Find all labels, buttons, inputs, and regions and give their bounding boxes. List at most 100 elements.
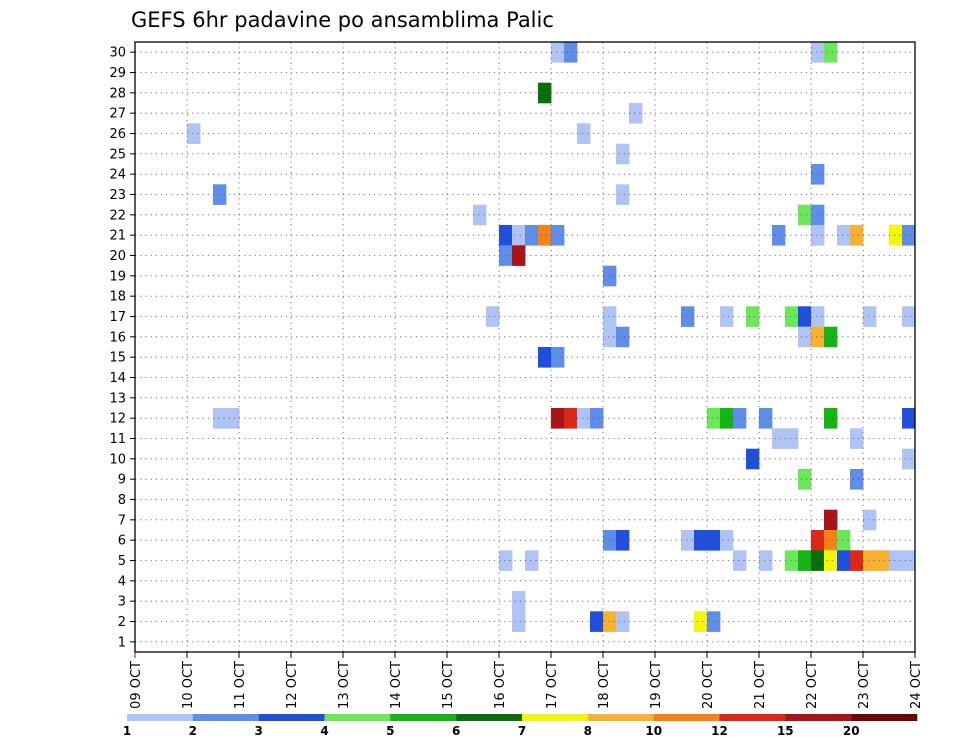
y-tick-label: 21	[109, 229, 126, 244]
precip-cell	[720, 530, 734, 551]
y-tick-label: 17	[109, 310, 126, 325]
colorbar-swatch	[192, 714, 259, 721]
precip-cell	[681, 530, 695, 551]
x-tick-label: 15 OCT	[441, 661, 456, 709]
x-tick-label: 19 OCT	[649, 661, 664, 709]
y-tick-label: 22	[109, 208, 126, 223]
x-tick-label: 17 OCT	[545, 661, 560, 709]
y-tick-label: 18	[109, 290, 126, 305]
gridlines	[135, 42, 915, 652]
precip-cell	[707, 408, 721, 429]
precip-cell	[226, 408, 240, 429]
colorbar-swatch	[127, 714, 194, 721]
precip-cell	[733, 550, 747, 571]
precip-cell	[590, 408, 604, 429]
precip-cell	[811, 530, 825, 551]
precip-cell	[603, 306, 617, 327]
precip-cell	[616, 611, 630, 632]
colorbar-swatch	[785, 714, 852, 721]
precip-cell	[811, 225, 825, 246]
precip-cell	[798, 326, 812, 348]
x-tick-label: 11 OCT	[233, 661, 248, 709]
precip-cell	[759, 408, 773, 429]
precip-cell	[824, 509, 838, 531]
precip-cell	[486, 306, 500, 327]
y-tick-label: 5	[118, 554, 126, 569]
precip-cell	[811, 306, 825, 327]
precip-cell	[850, 428, 864, 449]
precip-cell	[759, 550, 773, 571]
precip-cell	[785, 428, 799, 449]
colorbar-label: 12	[711, 724, 728, 738]
precip-cell	[616, 184, 630, 205]
precip-cell	[811, 42, 825, 63]
y-tick-label: 25	[109, 147, 126, 162]
precip-cell	[889, 225, 903, 246]
precip-cell	[746, 306, 760, 327]
precip-cell	[811, 550, 825, 571]
y-tick-label: 23	[109, 188, 126, 203]
precip-cell	[772, 428, 786, 449]
colorbar-swatch	[522, 714, 589, 721]
y-tick-label: 28	[109, 86, 126, 101]
precip-cell	[876, 550, 890, 571]
y-tick-label: 9	[118, 473, 126, 488]
precip-cell	[902, 408, 916, 429]
precip-cell	[551, 347, 565, 368]
colorbar-label: 5	[386, 724, 394, 738]
precip-cell	[551, 408, 565, 429]
colorbar-swatch	[258, 714, 325, 721]
precip-cell	[616, 143, 630, 165]
plot-frame	[134, 41, 916, 653]
x-tick-label: 09 OCT	[129, 661, 144, 709]
precip-cell	[499, 225, 513, 246]
precip-cell	[811, 164, 825, 185]
precip-cell	[824, 42, 838, 63]
precip-cell	[798, 469, 812, 490]
y-tick-label: 15	[109, 351, 126, 366]
precip-cell	[785, 306, 799, 327]
precip-cell	[902, 448, 916, 470]
x-tick-label: 10 OCT	[181, 661, 196, 709]
data-cells	[187, 42, 916, 632]
precip-cell	[733, 408, 747, 429]
precip-cell	[512, 245, 526, 266]
precip-cell	[746, 448, 760, 470]
x-tick-label: 13 OCT	[337, 661, 352, 709]
precip-cell	[213, 408, 227, 429]
y-tick-label: 13	[109, 391, 126, 406]
precip-cell	[785, 550, 799, 571]
precip-cell	[603, 530, 617, 551]
precip-cell	[577, 123, 591, 144]
precip-cell	[837, 530, 851, 551]
precip-cell	[720, 306, 734, 327]
y-tick-label: 20	[109, 249, 126, 264]
precip-cell	[564, 408, 578, 429]
x-tick-label: 20 OCT	[701, 661, 716, 709]
chart-title: GEFS 6hr padavine po ansamblima Palic	[131, 8, 554, 32]
x-tick-label: 21 OCT	[753, 661, 768, 709]
precip-cell	[707, 611, 721, 632]
x-tick-label: 23 OCT	[857, 661, 872, 709]
x-tick-label: 24 OCT	[909, 661, 924, 709]
colorbar-swatch	[851, 714, 918, 721]
colorbar-label: 10	[645, 724, 662, 738]
precip-cell	[824, 326, 838, 348]
colorbar-swatch	[390, 714, 457, 721]
colorbar-label: 3	[255, 724, 263, 738]
y-tick-label: 12	[109, 412, 126, 427]
colorbar-swatch	[456, 714, 523, 721]
precip-cell	[902, 306, 916, 327]
y-tick-label: 19	[109, 269, 126, 284]
precip-cell	[798, 550, 812, 571]
precip-cell	[564, 42, 578, 63]
precip-cell	[551, 225, 565, 246]
precip-cell	[473, 204, 487, 226]
precip-cell	[837, 225, 851, 246]
precip-cell	[603, 611, 617, 632]
precip-cell	[187, 123, 201, 144]
precip-cell	[837, 550, 851, 571]
colorbar-label: 4	[320, 724, 328, 738]
y-tick-label: 26	[109, 127, 126, 142]
